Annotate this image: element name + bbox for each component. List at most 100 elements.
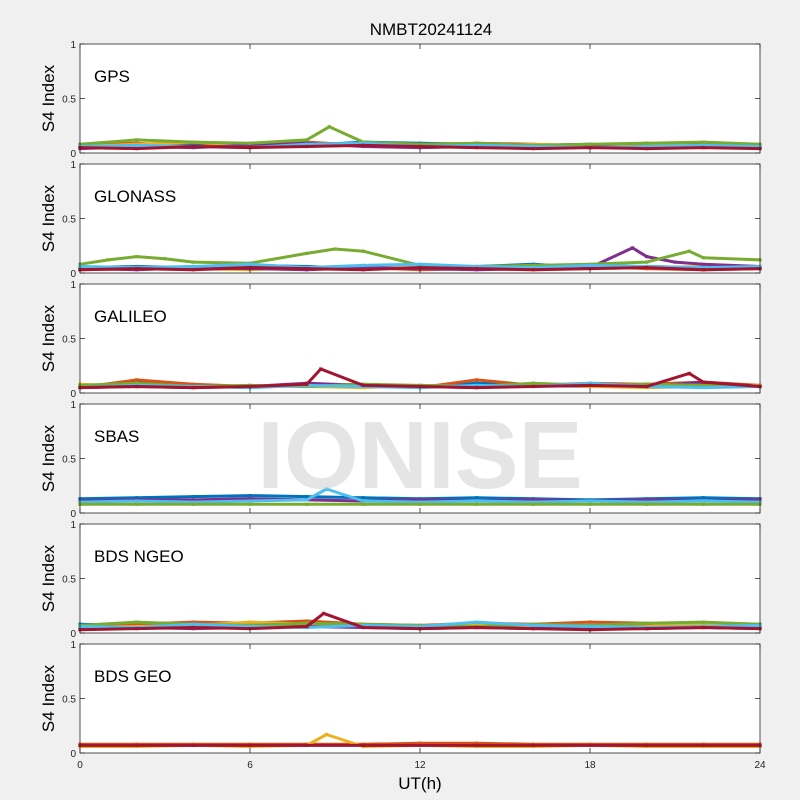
data-point: [588, 502, 592, 506]
data-point: [701, 140, 705, 144]
data-point: [135, 499, 139, 503]
data-point: [135, 627, 139, 631]
data-point: [135, 147, 139, 151]
y-tick-label: 0.5: [62, 335, 76, 346]
data-point: [418, 384, 422, 389]
data-point: [191, 142, 195, 146]
data-point: [322, 611, 326, 615]
data-point: [248, 743, 252, 747]
data-point: [361, 265, 365, 270]
data-point: [475, 146, 479, 150]
data-point: [327, 125, 331, 129]
data-point: [305, 144, 309, 149]
data-point: [673, 260, 677, 264]
y-tick-label: 0: [70, 269, 76, 280]
data-point: [135, 502, 139, 506]
data-point: [531, 263, 535, 267]
subplot-panels: 0 0.5 1 GPS S4 Index 0 0.5 1 GLONASS S4 Index 0 0.5…: [39, 40, 766, 771]
data-point: [305, 382, 309, 386]
data-point: [248, 146, 252, 150]
data-point: [135, 622, 139, 626]
data-series-5: [78, 125, 762, 147]
x-tick-label: 24: [754, 760, 766, 771]
plot-area: [80, 44, 760, 153]
data-point: [333, 247, 337, 251]
data-point: [191, 260, 195, 264]
x-tick-label: 12: [414, 760, 426, 771]
panel-label: GPS: [94, 67, 130, 86]
data-point: [135, 384, 139, 389]
data-point: [701, 268, 705, 272]
y-axis-label: S4 Index: [39, 184, 58, 252]
data-point: [135, 620, 139, 624]
data-point: [305, 498, 309, 502]
data-point: [191, 140, 195, 144]
data-point: [531, 147, 535, 151]
data-point: [319, 367, 323, 371]
data-point: [305, 624, 309, 629]
data-point: [361, 268, 365, 272]
data-point: [588, 146, 592, 150]
data-point: [106, 258, 110, 262]
data-point: [645, 265, 649, 270]
data-point: [475, 378, 479, 382]
data-point: [135, 381, 139, 385]
data-point: [701, 380, 705, 384]
data-point: [191, 625, 195, 630]
data-point: [475, 264, 479, 269]
data-point: [588, 263, 592, 267]
panel-galileo: 0 0.5 1 GALILEO S4 Index: [39, 280, 762, 400]
data-point: [645, 141, 649, 145]
data-point: [475, 499, 479, 503]
y-tick-label: 0.5: [62, 455, 76, 466]
data-point: [361, 141, 365, 145]
data-point: [248, 265, 252, 270]
data-point: [163, 257, 167, 261]
data-point: [248, 497, 252, 501]
data-point: [324, 732, 329, 737]
data-point: [191, 268, 195, 272]
x-tick-label: 0: [77, 760, 83, 771]
panel-label: SBAS: [94, 427, 139, 446]
y-axis-label: S4 Index: [39, 424, 58, 492]
panel-bds-ngeo: 0 0.5 1 BDS NGEO S4 Index: [39, 520, 762, 640]
data-point: [645, 743, 649, 747]
data-point: [475, 502, 479, 506]
data-point: [701, 496, 705, 500]
data-point: [191, 264, 195, 269]
data-point: [135, 255, 139, 259]
panel-gps: 0 0.5 1 GPS S4 Index: [39, 40, 762, 160]
data-point: [645, 147, 649, 151]
data-point: [645, 382, 649, 386]
y-tick-label: 0.5: [62, 215, 76, 226]
plot-area: [80, 164, 760, 273]
data-point: [418, 498, 422, 502]
data-point: [361, 263, 365, 267]
data-point: [248, 262, 252, 266]
data-point: [361, 623, 365, 627]
y-tick-label: 1: [70, 280, 76, 291]
data-point: [645, 502, 649, 506]
data-point: [191, 743, 195, 747]
data-point: [475, 143, 479, 147]
data-point: [531, 384, 535, 389]
data-point: [475, 267, 479, 271]
data-point: [361, 143, 365, 147]
data-point: [191, 144, 195, 149]
data-point: [418, 500, 422, 504]
data-point: [588, 743, 592, 747]
y-axis-label: S4 Index: [39, 664, 58, 732]
y-tick-label: 0.5: [62, 575, 76, 586]
data-point: [191, 382, 195, 386]
data-point: [475, 743, 479, 747]
data-point: [248, 141, 252, 145]
y-axis-label: S4 Index: [39, 64, 58, 132]
data-point: [305, 267, 309, 271]
data-point: [701, 383, 705, 387]
plot-area: [80, 404, 760, 513]
y-tick-label: 1: [70, 520, 76, 531]
data-point: [588, 383, 592, 387]
data-point: [588, 142, 592, 146]
data-point: [531, 265, 535, 270]
